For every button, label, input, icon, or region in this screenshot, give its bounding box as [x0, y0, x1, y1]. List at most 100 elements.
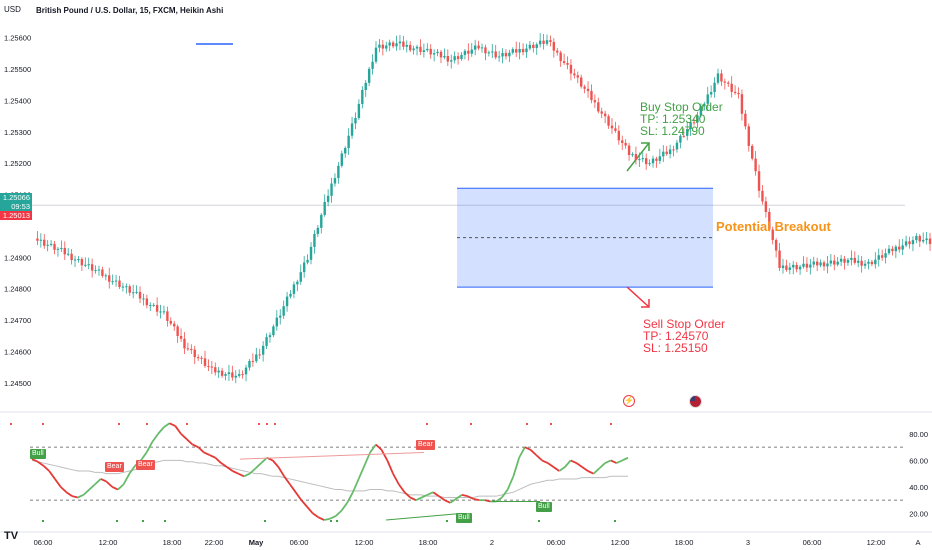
- candle: [200, 357, 203, 359]
- candle: [439, 51, 443, 58]
- candle: [853, 257, 856, 263]
- candle: [224, 374, 227, 376]
- oscillator-segment: [524, 446, 531, 451]
- candle: [836, 261, 839, 265]
- candle: [740, 94, 744, 114]
- oscillator-segment: [529, 449, 537, 456]
- signal-dot: [614, 520, 616, 522]
- economic-event-icon[interactable]: ⚡: [623, 395, 635, 407]
- oscillator-segment: [421, 494, 428, 499]
- candle: [159, 311, 162, 313]
- signal-dot: [258, 423, 260, 425]
- candle: [162, 311, 166, 313]
- candle: [53, 243, 56, 250]
- candle: [190, 348, 193, 350]
- oscillator-segment: [564, 459, 572, 468]
- oscillator-segment: [512, 457, 520, 477]
- candle: [812, 261, 815, 265]
- candle: [603, 113, 607, 117]
- price-tick-label: 1.24500: [4, 379, 31, 388]
- candle: [80, 259, 84, 266]
- candle: [238, 374, 241, 376]
- candle: [898, 246, 901, 250]
- candle: [405, 45, 408, 47]
- candle: [313, 233, 316, 247]
- candle: [709, 92, 713, 95]
- candle: [631, 154, 634, 156]
- potential-breakout-label: Potential Breakout: [716, 219, 831, 234]
- buy-arrow: [626, 142, 650, 172]
- candle: [501, 52, 504, 57]
- candle: [279, 315, 282, 318]
- candle: [576, 75, 579, 78]
- candle: [56, 248, 60, 250]
- oscillator-segment: [197, 446, 205, 454]
- us-flag-icon[interactable]: [689, 395, 702, 408]
- candle: [49, 243, 53, 245]
- oscillator-segment: [473, 497, 480, 502]
- oscillator-segment: [444, 499, 451, 504]
- candle: [764, 201, 768, 212]
- oscillator-tick-label: 20.00: [909, 509, 928, 518]
- signal-dot: [142, 520, 144, 522]
- signal-dot: [526, 423, 528, 425]
- time-tick-label: 06:00: [803, 538, 822, 547]
- oscillator-segment: [403, 491, 411, 499]
- oscillator-segment: [318, 516, 325, 521]
- signal-dot: [164, 520, 166, 522]
- oscillator-segment: [346, 491, 354, 504]
- currency-label: USD: [4, 5, 21, 14]
- candle: [296, 281, 299, 285]
- candle: [450, 60, 453, 62]
- candle: [470, 49, 473, 54]
- time-tick-label: 12:00: [355, 538, 374, 547]
- candle: [877, 255, 880, 260]
- candle: [528, 44, 532, 49]
- signal-label: Bull: [536, 502, 552, 512]
- oscillator-segment: [192, 443, 199, 448]
- candle: [446, 56, 450, 62]
- candle: [819, 262, 822, 266]
- candle: [255, 354, 258, 362]
- candle: [241, 374, 244, 376]
- oscillator-segment: [169, 422, 176, 427]
- candle: [268, 335, 272, 338]
- oscillator-segment: [552, 466, 560, 472]
- oscillator-segment: [237, 472, 245, 478]
- candle: [477, 45, 480, 49]
- oscillator-segment: [598, 462, 606, 470]
- candle: [60, 247, 63, 249]
- oscillator-segment: [415, 496, 423, 501]
- candle: [217, 370, 220, 373]
- candle: [857, 260, 860, 263]
- candle: [63, 247, 66, 255]
- signal-dot: [10, 423, 12, 425]
- oscillator-segment: [593, 467, 600, 475]
- signal-dot: [446, 520, 448, 522]
- oscillator-segment: [60, 486, 67, 493]
- sell-title: Sell Stop Order: [643, 317, 726, 331]
- candle: [532, 44, 535, 49]
- candle: [173, 323, 176, 327]
- candle: [874, 259, 877, 265]
- candle: [521, 48, 525, 53]
- oscillator-segment: [220, 462, 228, 468]
- candle: [795, 264, 798, 270]
- oscillator-segment: [455, 494, 463, 500]
- candle: [515, 49, 518, 53]
- candle: [542, 40, 545, 44]
- oscillator-segment: [254, 462, 262, 470]
- candle: [104, 275, 108, 277]
- candle: [432, 53, 436, 55]
- candle: [569, 64, 573, 74]
- buy-arrowhead: [641, 142, 650, 151]
- candle: [231, 372, 234, 378]
- price-tick-label: 1.24600: [4, 348, 31, 357]
- candle: [261, 345, 265, 355]
- candle: [350, 123, 354, 136]
- price-tick-label: 1.25500: [4, 65, 31, 74]
- oscillator-segment: [518, 446, 526, 459]
- signal-dot: [610, 423, 612, 425]
- oscillator-segment: [300, 499, 308, 508]
